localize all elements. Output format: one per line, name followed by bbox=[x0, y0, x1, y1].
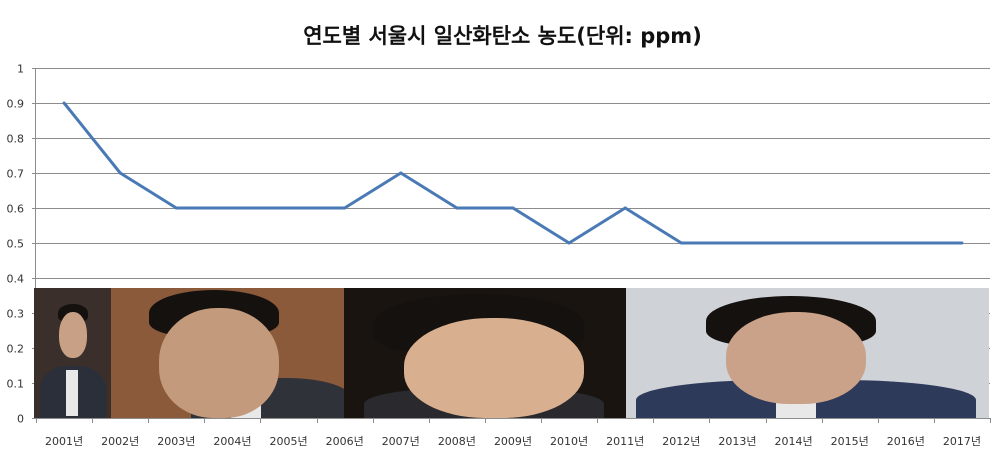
x-tick-label: 2002년 bbox=[101, 435, 139, 448]
x-tick-label: 2006년 bbox=[326, 435, 364, 448]
x-tick-label: 2015년 bbox=[831, 435, 869, 448]
data-point bbox=[904, 241, 908, 245]
x-tick-label: 2010년 bbox=[550, 435, 588, 448]
data-point bbox=[343, 206, 347, 210]
y-axis-ticks: 0 0.1 0.2 0.3 0.4 0.5 0.6 0.7 0.8 0.9 1 bbox=[7, 63, 36, 426]
data-point bbox=[960, 241, 964, 245]
photo-face bbox=[59, 312, 87, 358]
y-tick-label: 0.2 bbox=[7, 343, 25, 356]
y-tick-label: 0.3 bbox=[7, 308, 25, 321]
y-tick-label: 0.5 bbox=[7, 238, 25, 251]
y-tick-label: 0 bbox=[17, 413, 24, 426]
photo-face bbox=[726, 312, 866, 404]
series-layer bbox=[62, 101, 964, 245]
y-tick-label: 1 bbox=[17, 63, 24, 76]
data-point bbox=[792, 241, 796, 245]
x-tick-label: 2011년 bbox=[606, 435, 644, 448]
x-tick-label: 2016년 bbox=[887, 435, 925, 448]
portrait-photo-3 bbox=[344, 288, 626, 418]
x-tick-label: 2007년 bbox=[382, 435, 420, 448]
photo-face bbox=[159, 308, 279, 418]
x-tick-label: 2012년 bbox=[662, 435, 700, 448]
y-tick-label: 0.6 bbox=[7, 203, 25, 216]
x-tick-label: 2013년 bbox=[718, 435, 756, 448]
data-point bbox=[230, 206, 234, 210]
x-tick-label: 2001년 bbox=[45, 435, 83, 448]
x-tick-label: 2017년 bbox=[943, 435, 981, 448]
data-point bbox=[679, 241, 683, 245]
x-tick-label: 2014년 bbox=[775, 435, 813, 448]
x-tick-label: 2004년 bbox=[213, 435, 251, 448]
chart-title: 연도별 서울시 일산화탄소 농도(단위: ppm) bbox=[303, 24, 702, 48]
y-tick-label: 0.4 bbox=[7, 273, 25, 286]
photo-face bbox=[404, 318, 584, 418]
data-point bbox=[399, 171, 403, 175]
data-point bbox=[174, 206, 178, 210]
portrait-photo-4 bbox=[626, 288, 989, 418]
y-tick-label: 0.1 bbox=[7, 378, 25, 391]
y-tick-label: 0.7 bbox=[7, 168, 25, 181]
data-point bbox=[848, 241, 852, 245]
data-point bbox=[118, 171, 122, 175]
portrait-photo-1 bbox=[34, 288, 111, 418]
data-point bbox=[735, 241, 739, 245]
x-tick-label: 2009년 bbox=[494, 435, 532, 448]
photo-shirt bbox=[66, 370, 78, 416]
data-point bbox=[62, 101, 66, 105]
data-point bbox=[287, 206, 291, 210]
y-tick-label: 0.9 bbox=[7, 98, 25, 111]
data-point bbox=[511, 206, 515, 210]
x-axis-ticks: 2001년 2002년 2003년 2004년 2005년 2006년 2007년 2008년… bbox=[36, 418, 991, 448]
portrait-photo-2 bbox=[111, 288, 344, 418]
y-tick-label: 0.8 bbox=[7, 133, 25, 146]
x-tick-label: 2008년 bbox=[438, 435, 476, 448]
data-point bbox=[455, 206, 459, 210]
x-tick-label: 2005년 bbox=[269, 435, 307, 448]
data-point bbox=[623, 206, 627, 210]
x-tick-label: 2003년 bbox=[157, 435, 195, 448]
data-point bbox=[567, 241, 571, 245]
